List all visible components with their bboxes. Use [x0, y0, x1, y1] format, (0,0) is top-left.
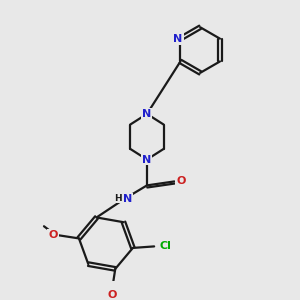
Text: Cl: Cl [159, 242, 171, 251]
Text: O: O [107, 290, 117, 300]
Text: H: H [114, 194, 122, 203]
Text: N: N [123, 194, 132, 204]
Text: O: O [176, 176, 186, 186]
Text: N: N [142, 109, 152, 119]
Text: O: O [48, 230, 58, 240]
Text: N: N [173, 34, 183, 44]
Text: N: N [142, 154, 152, 164]
